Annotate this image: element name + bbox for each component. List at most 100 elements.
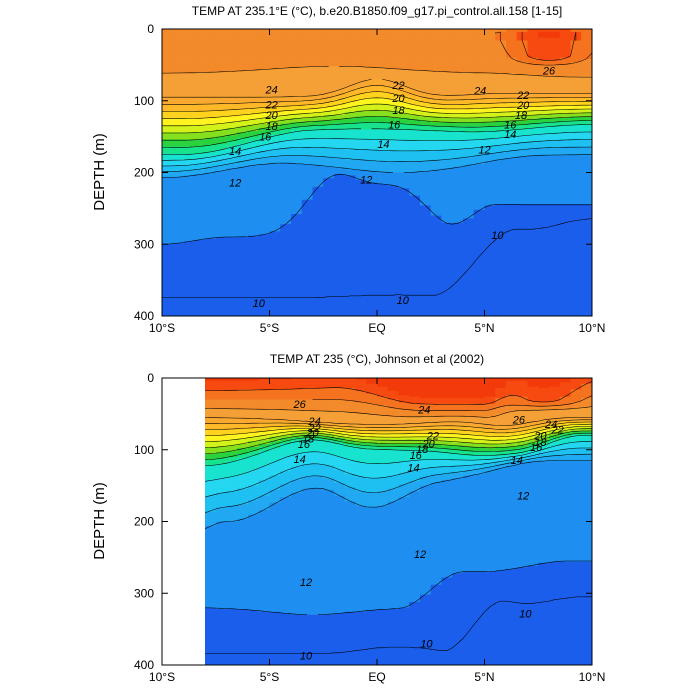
- top-contour-cell: [269, 96, 281, 99]
- top-contour-cell: [248, 297, 260, 300]
- top-contour-cell: [377, 82, 389, 85]
- top-contour-cell: [291, 218, 303, 221]
- top-contour-cell: [312, 129, 324, 132]
- top-contour-cell: [344, 77, 357, 80]
- top-contour-cell: [377, 274, 389, 277]
- top-contour-cell: [226, 51, 238, 54]
- top-contour-cell: [344, 231, 357, 234]
- top-contour-cell: [334, 31, 346, 34]
- top-contour-cell: [237, 56, 249, 59]
- top-contour-cell: [269, 264, 281, 267]
- top-contour-cell: [183, 298, 195, 301]
- top-contour-cell: [301, 145, 314, 148]
- top-contour-cell: [301, 275, 314, 278]
- top-contour-cell: [312, 284, 324, 287]
- top-contour-cell: [248, 64, 260, 67]
- top-contour-cell: [312, 39, 324, 42]
- top-contour-cell: [312, 311, 324, 314]
- top-contour-cell: [312, 282, 324, 286]
- top-contour-cell: [258, 59, 271, 62]
- top-contour-cell: [409, 43, 421, 46]
- top-contour-cell: [205, 216, 217, 220]
- top-contour-cell: [162, 229, 174, 232]
- top-contour-cell: [183, 126, 195, 129]
- top-contour-cell: [344, 95, 357, 98]
- top-contour-cell: [312, 62, 324, 65]
- top-contour-cell: [366, 143, 378, 146]
- top-contour-cell: [172, 262, 185, 265]
- top-contour-cell: [215, 156, 228, 159]
- top-contour-cell: [301, 281, 314, 284]
- top-contour-cell: [172, 265, 185, 268]
- top-contour-cell: [237, 182, 249, 185]
- top-contour-cell: [183, 251, 195, 254]
- top-contour-cell: [194, 51, 206, 54]
- top-contour-cell: [377, 265, 389, 268]
- top-contour-cell: [183, 272, 195, 275]
- top-contour-cell: [194, 234, 206, 237]
- top-contour-cell: [398, 153, 410, 156]
- top-contour-cell: [183, 107, 195, 110]
- top-contour-cell: [377, 208, 389, 211]
- top-contour-cell: [420, 136, 432, 139]
- top-contour-cell: [205, 136, 217, 139]
- top-contour-cell: [355, 307, 367, 310]
- top-contour-cell: [162, 163, 174, 166]
- top-contour-cell: [162, 136, 174, 139]
- top-contour-cell: [258, 229, 271, 232]
- top-contour-cell: [301, 206, 314, 209]
- top-contour-cell: [398, 300, 410, 303]
- top-contour-cell: [398, 150, 410, 154]
- top-contour-cell: [409, 80, 421, 83]
- top-contour-cell: [269, 112, 281, 115]
- top-contour-cell: [366, 275, 378, 278]
- top-contour-cell: [280, 228, 292, 231]
- top-contour-cell: [387, 95, 400, 98]
- top-contour-cell: [344, 142, 357, 145]
- top-contour-cell: [269, 62, 281, 65]
- top-contour-cell: [248, 281, 260, 284]
- top-contour-cell: [291, 56, 303, 59]
- top-contour-cell: [366, 100, 378, 103]
- top-contour-cell: [301, 110, 314, 113]
- top-contour-cell: [377, 57, 389, 60]
- top-contour-cell: [291, 54, 303, 57]
- top-contour-cell: [334, 77, 346, 80]
- top-contour-cell: [301, 202, 314, 205]
- top-contour-cell: [323, 313, 335, 316]
- top-contour-cell: [215, 214, 228, 217]
- top-contour-cell: [344, 149, 357, 152]
- top-contour-cell: [237, 244, 249, 247]
- top-contour-cell: [398, 212, 410, 215]
- top-contour-cell: [420, 166, 432, 169]
- top-contour-cell: [398, 222, 410, 225]
- top-contour-cell: [162, 132, 174, 135]
- top-contour-cell: [420, 260, 432, 263]
- top-contour-cell: [420, 51, 432, 54]
- top-contour-cell: [237, 211, 249, 214]
- top-contour-cell: [323, 186, 335, 189]
- top-contour-cell: [355, 73, 367, 76]
- top-contour-cell: [312, 95, 324, 98]
- top-contour-cell: [269, 295, 281, 298]
- top-contour-cell: [172, 50, 185, 53]
- top-contour-cell: [215, 36, 228, 39]
- top-contour-cell: [280, 181, 292, 184]
- top-contour-cell: [172, 43, 185, 46]
- top-contour-cell: [387, 284, 400, 287]
- top-contour-cell: [387, 271, 400, 274]
- top-contour-cell: [355, 64, 367, 67]
- top-contour-cell: [387, 173, 400, 176]
- top-contour-cell: [301, 265, 314, 268]
- top-contour-cell: [323, 232, 335, 235]
- top-contour-cell: [205, 158, 217, 161]
- top-contour-cell: [291, 199, 303, 202]
- top-contour-cell: [312, 86, 324, 89]
- top-contour-cell: [258, 242, 271, 245]
- top-contour-cell: [194, 110, 206, 113]
- top-contour-cell: [215, 290, 228, 293]
- top-contour-cell: [387, 156, 400, 159]
- top-contour-cell: [205, 148, 217, 151]
- top-contour-cell: [215, 73, 228, 76]
- top-contour-cell: [334, 305, 346, 308]
